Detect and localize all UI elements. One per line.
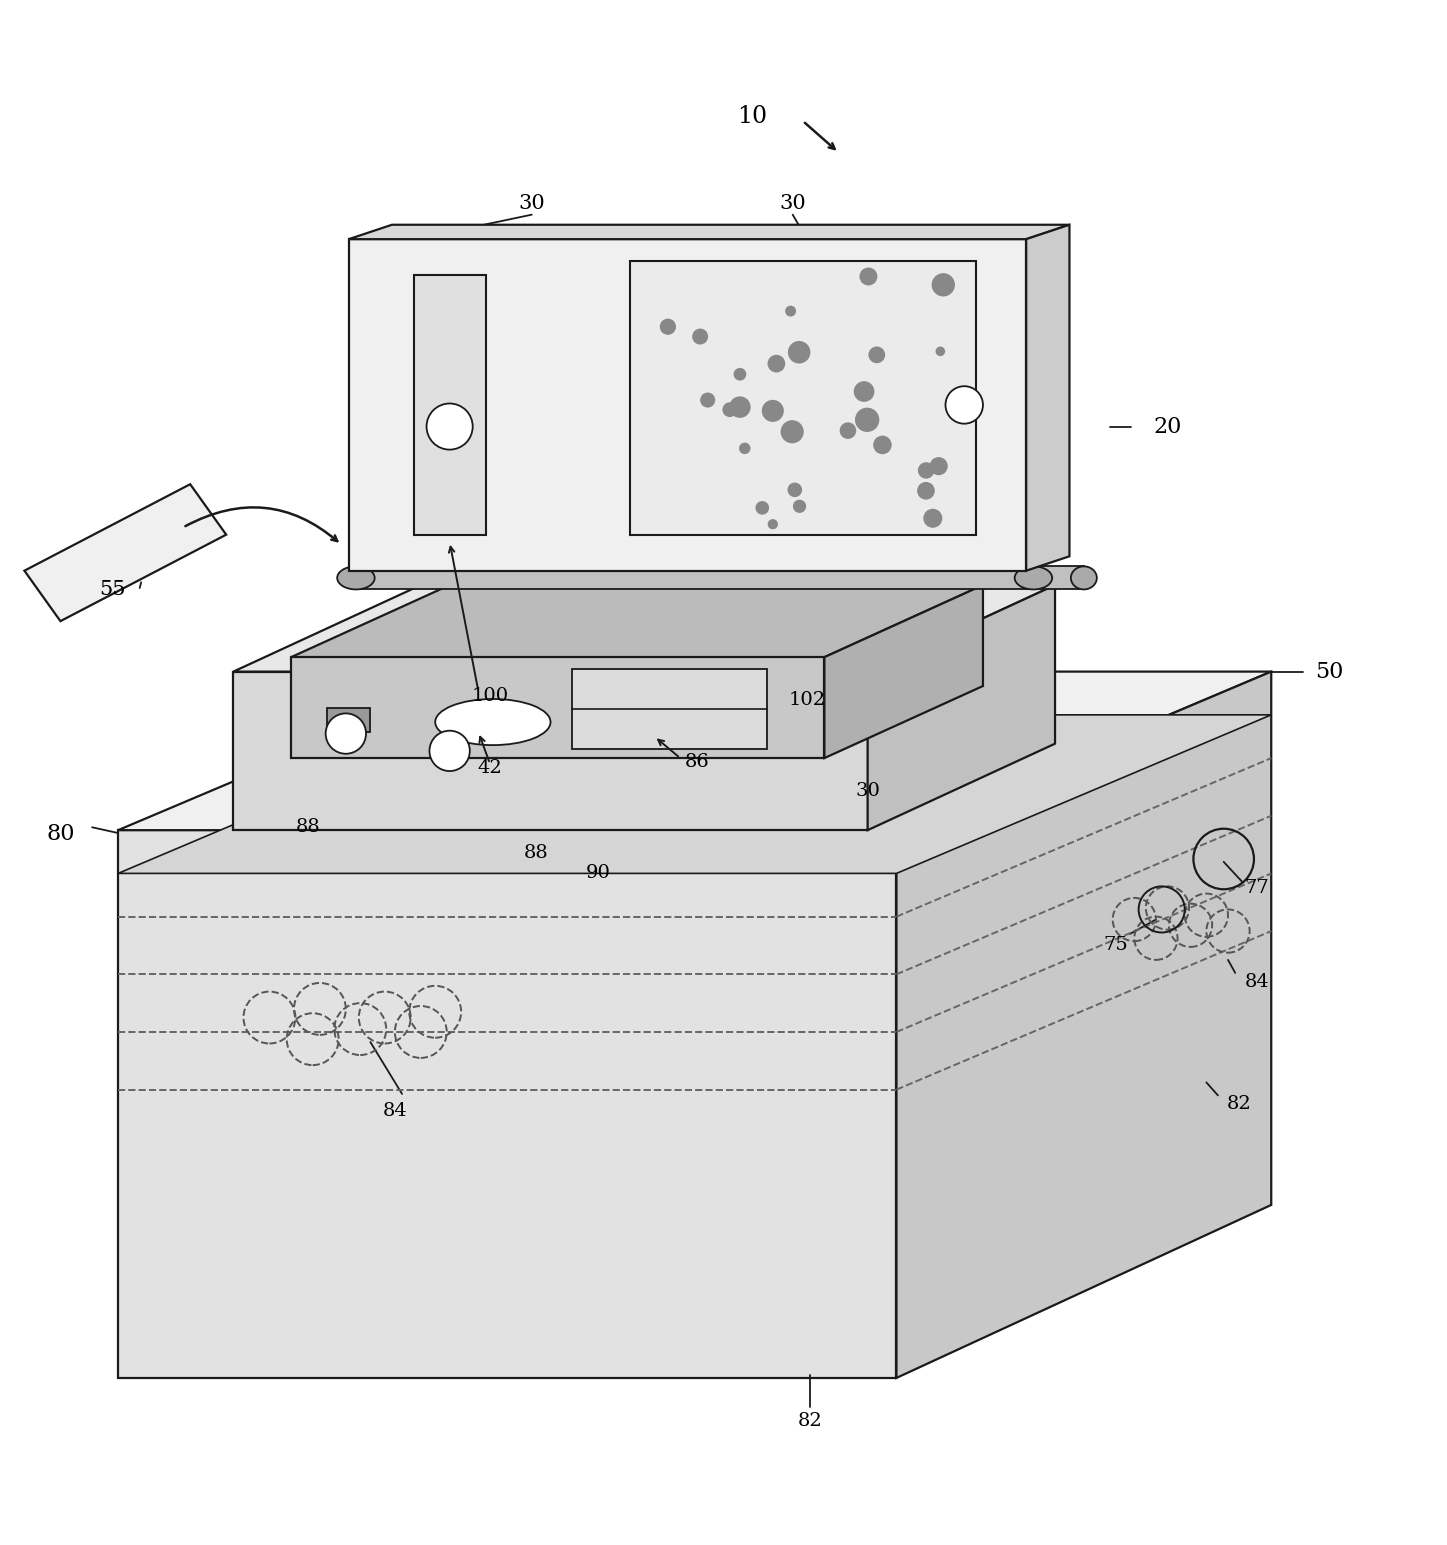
- Circle shape: [868, 346, 886, 363]
- Circle shape: [787, 482, 802, 497]
- Text: 20: 20: [1153, 416, 1182, 437]
- Text: 90: 90: [586, 864, 611, 882]
- Circle shape: [692, 329, 708, 345]
- Circle shape: [929, 457, 948, 476]
- Circle shape: [739, 442, 751, 454]
- Text: 50: 50: [1315, 661, 1343, 683]
- Circle shape: [722, 402, 737, 417]
- Text: 75: 75: [1103, 936, 1129, 955]
- Ellipse shape: [1014, 567, 1052, 590]
- Polygon shape: [868, 586, 1055, 830]
- Polygon shape: [1026, 224, 1069, 570]
- Polygon shape: [572, 669, 767, 749]
- Circle shape: [786, 306, 796, 317]
- Text: 88: 88: [297, 819, 321, 836]
- Polygon shape: [119, 715, 1272, 873]
- Circle shape: [839, 422, 857, 439]
- Polygon shape: [291, 657, 825, 759]
- Circle shape: [860, 267, 877, 286]
- Circle shape: [923, 508, 942, 528]
- Polygon shape: [291, 586, 983, 657]
- Text: 10: 10: [738, 105, 767, 128]
- Circle shape: [855, 408, 880, 433]
- Circle shape: [761, 400, 784, 422]
- Polygon shape: [349, 224, 1069, 239]
- Polygon shape: [119, 672, 1272, 830]
- Text: 82: 82: [797, 1412, 822, 1431]
- Polygon shape: [825, 586, 983, 759]
- Circle shape: [768, 519, 778, 530]
- Polygon shape: [327, 708, 370, 732]
- Text: 30: 30: [518, 193, 546, 213]
- Polygon shape: [233, 586, 1055, 672]
- Circle shape: [936, 346, 945, 355]
- Text: 30: 30: [780, 193, 806, 213]
- Circle shape: [780, 420, 803, 443]
- Text: 102: 102: [789, 692, 826, 709]
- Circle shape: [945, 386, 983, 423]
- Circle shape: [767, 355, 786, 372]
- Polygon shape: [119, 830, 897, 1378]
- Circle shape: [427, 403, 473, 450]
- Circle shape: [660, 318, 676, 335]
- Circle shape: [729, 397, 751, 417]
- Circle shape: [700, 392, 715, 408]
- Text: 55: 55: [98, 579, 126, 599]
- Text: 84: 84: [1244, 972, 1269, 990]
- Circle shape: [755, 501, 770, 514]
- Circle shape: [734, 368, 747, 380]
- Polygon shape: [233, 672, 868, 830]
- Text: 84: 84: [382, 1102, 407, 1120]
- Polygon shape: [349, 239, 1026, 570]
- Circle shape: [932, 273, 955, 297]
- Text: 88: 88: [524, 844, 548, 862]
- Ellipse shape: [1071, 567, 1097, 590]
- Circle shape: [917, 482, 935, 499]
- Text: 77: 77: [1244, 879, 1269, 896]
- Circle shape: [917, 462, 935, 479]
- Circle shape: [793, 499, 806, 513]
- Circle shape: [326, 714, 366, 754]
- Polygon shape: [1033, 567, 1084, 590]
- Circle shape: [873, 436, 891, 454]
- Text: 82: 82: [1227, 1095, 1252, 1112]
- Circle shape: [787, 341, 810, 363]
- Ellipse shape: [337, 567, 375, 590]
- Polygon shape: [644, 708, 687, 732]
- Text: 80: 80: [46, 823, 75, 845]
- Polygon shape: [414, 275, 486, 535]
- Text: 100: 100: [472, 688, 508, 705]
- Polygon shape: [897, 672, 1272, 1378]
- Polygon shape: [356, 567, 1033, 590]
- Polygon shape: [25, 484, 226, 621]
- Text: 86: 86: [686, 754, 710, 771]
- Ellipse shape: [436, 698, 550, 745]
- Polygon shape: [629, 261, 975, 535]
- Circle shape: [430, 731, 470, 771]
- Circle shape: [854, 382, 874, 402]
- Text: 30: 30: [855, 782, 880, 800]
- Text: 42: 42: [478, 759, 502, 777]
